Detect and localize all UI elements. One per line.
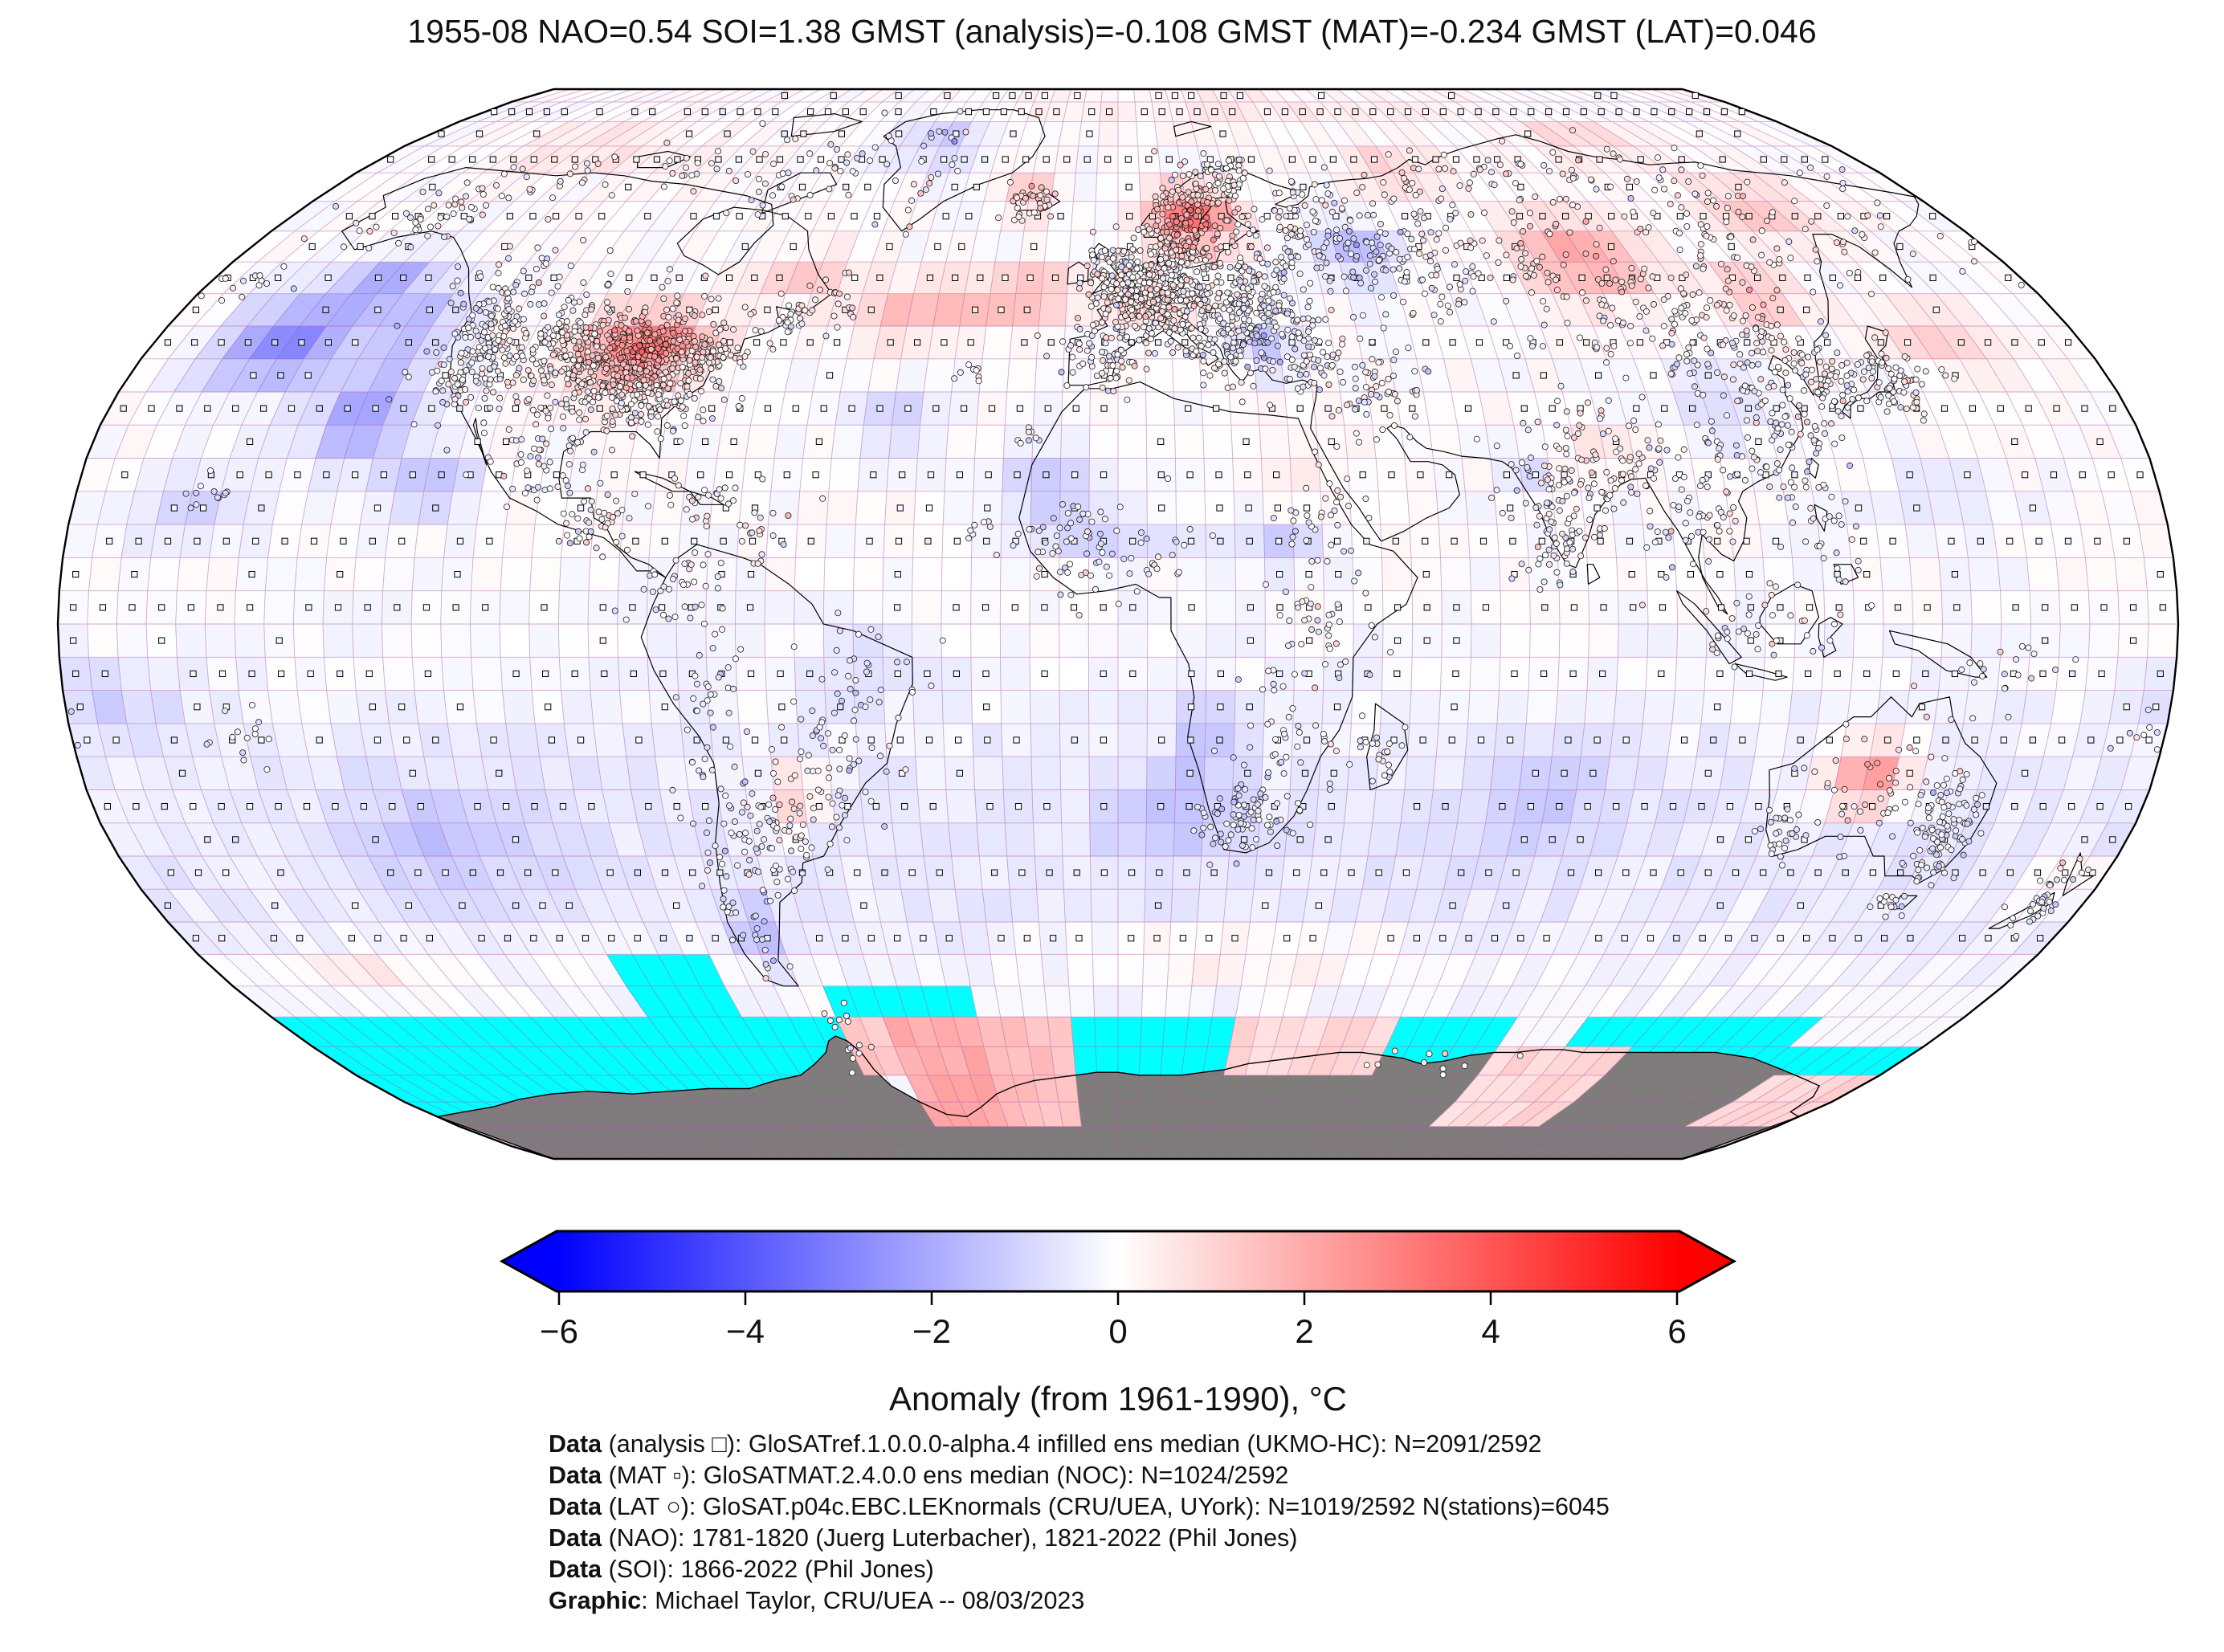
colorbar-tick-label: −6 [540, 1312, 578, 1350]
footnote-keyword: Data [549, 1493, 602, 1520]
footnote-text: (NAO): 1781-1820 (Juerg Luterbacher), 18… [602, 1524, 1298, 1552]
page-title: 1955-08 NAO=0.54 SOI=1.38 GMST (analysis… [407, 13, 1817, 50]
footnote-text: (MAT ▫): GloSATMAT.2.4.0.0 ens median (N… [602, 1462, 1289, 1489]
footnote-keyword: Data [549, 1462, 602, 1489]
footnote-text: (LAT ○): GloSAT.p04c.EBC.LEKnormals (CRU… [602, 1493, 1610, 1520]
station-circle-markers [67, 108, 2161, 1079]
colorbar-tick-label: 0 [1108, 1312, 1127, 1350]
footnote-keyword: Graphic [549, 1587, 642, 1614]
antarctica-mask [437, 1036, 1820, 1159]
footnote-keyword: Data [549, 1430, 602, 1458]
colorbar-tick-label: 6 [1667, 1312, 1686, 1350]
footnote-text: (analysis □): GloSATref.1.0.0.0-alpha.4 … [602, 1430, 1542, 1458]
footnote-line-3: Data (LAT ○): GloSAT.p04c.EBC.LEKnormals… [549, 1491, 1610, 1523]
colorbar-axis-label: Anomaly (from 1961-1990), °C [889, 1380, 1347, 1417]
footnote-line-1: Data (analysis □): GloSATref.1.0.0.0-alp… [549, 1429, 1610, 1460]
footnote-text: : Michael Taylor, CRU/UEA -- 08/03/2023 [641, 1587, 1085, 1614]
colorbar-tick-label: −4 [726, 1312, 765, 1350]
infilled-cells-over-ice [835, 1016, 1881, 1127]
footnote-line-5: Data (SOI): 1866-2022 (Phil Jones) [549, 1554, 1610, 1585]
footnote-line-2: Data (MAT ▫): GloSATMAT.2.4.0.0 ens medi… [549, 1460, 1610, 1491]
footnote-text: (SOI): 1866-2022 (Phil Jones) [602, 1556, 934, 1583]
footnote-line-6: Graphic: Michael Taylor, CRU/UEA -- 08/0… [549, 1585, 1610, 1617]
colorbar-bar [499, 1230, 1737, 1293]
antarctica-coastline [435, 1035, 1821, 1160]
colorbar-tick-label: −2 [912, 1312, 951, 1350]
colorbar-tick-label: 4 [1481, 1312, 1500, 1350]
footnote-keyword: Data [549, 1556, 602, 1583]
footnote-keyword: Data [549, 1524, 602, 1552]
colorbar-tick-label: 2 [1295, 1312, 1313, 1350]
colorbar: −6 −4 −2 0 2 4 6 Anomaly (from 1961-1990), °C [499, 1230, 1737, 1417]
footnotes: Data (analysis □): GloSATref.1.0.0.0-alp… [549, 1429, 1610, 1617]
footnote-line-4: Data (NAO): 1781-1820 (Juerg Luterbacher… [549, 1523, 1610, 1554]
grid-cell-square-markers [70, 92, 2166, 942]
